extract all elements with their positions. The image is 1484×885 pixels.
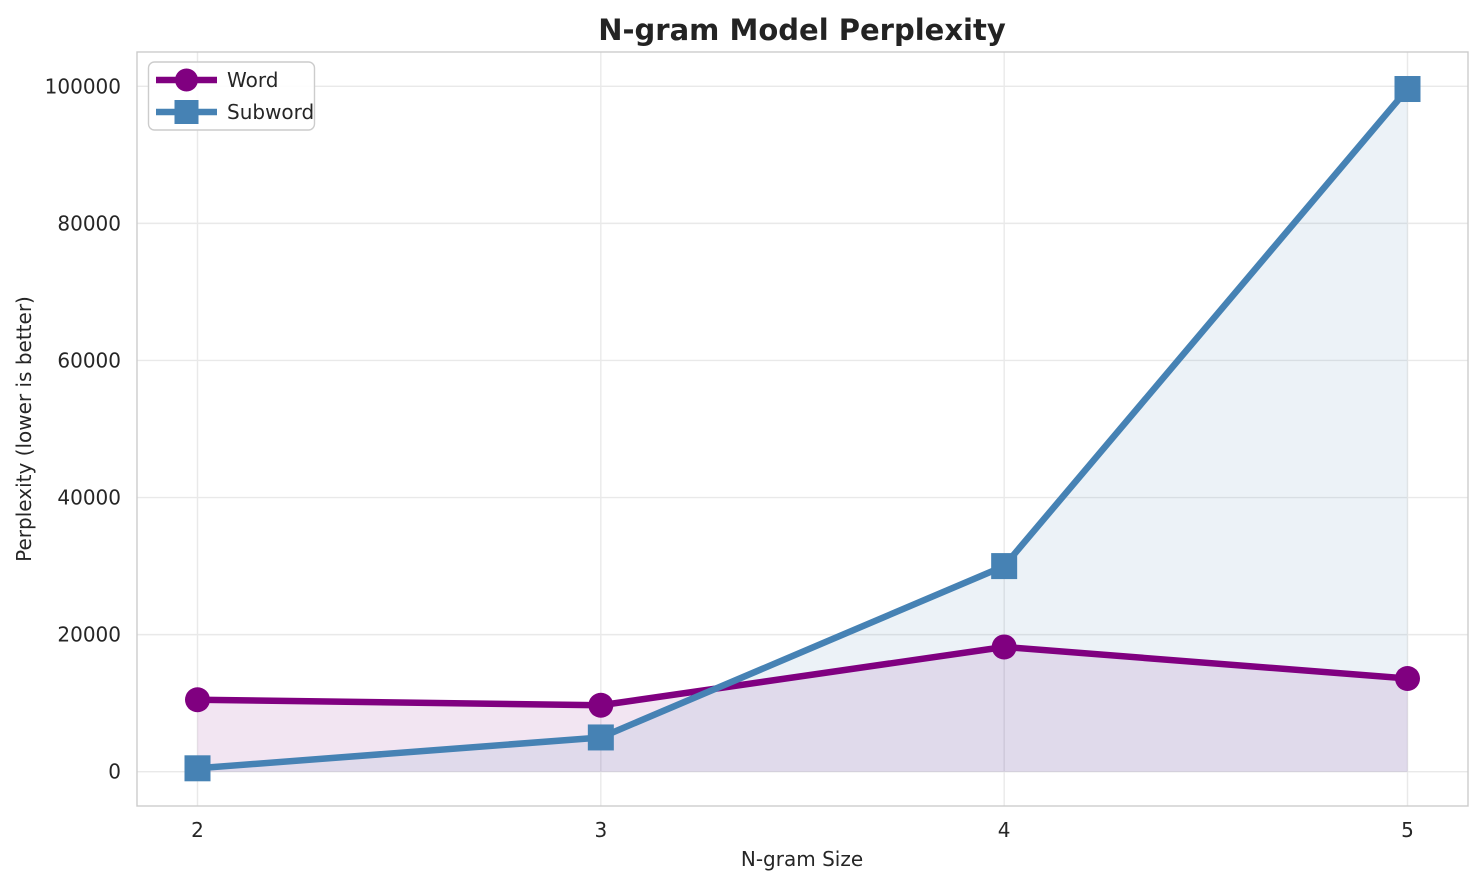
word-line — [194, 643, 1411, 709]
subword-marker-icon — [184, 755, 211, 782]
legend-item-word: Word — [156, 68, 278, 92]
legend-label-word: Word — [227, 68, 278, 92]
subword-line — [194, 85, 1411, 772]
subword-marker-icon — [1394, 76, 1421, 103]
word-marker-icon — [588, 692, 614, 718]
y-tick-label: 100000 — [45, 74, 121, 98]
legend: Word Subword — [147, 61, 316, 131]
chart-title: N-gram Model Perplexity — [598, 13, 1006, 47]
subword-area — [197, 89, 1408, 772]
x-tick-label: 5 — [1401, 818, 1414, 842]
word-marker-icon — [185, 687, 210, 713]
word-marker-icon — [991, 634, 1017, 660]
legend-label-subword: Subword — [227, 100, 314, 124]
plot-area — [137, 52, 1468, 806]
x-tick-label: 3 — [594, 818, 607, 842]
y-tick-label: 0 — [108, 760, 121, 784]
area-layer — [197, 89, 1408, 772]
tick-layer: 0 20000 40000 60000 80000 100000 2 3 4 5 — [45, 74, 1414, 842]
subword-marker-icon — [991, 553, 1018, 580]
y-tick-label: 40000 — [57, 486, 121, 510]
word-area — [197, 646, 1408, 772]
subword-marker-icon — [587, 724, 614, 751]
x-axis-label: N-gram Size — [741, 847, 863, 871]
subword-marker-icon — [174, 100, 199, 124]
x-tick-label: 4 — [998, 818, 1011, 842]
word-marker-icon — [175, 68, 198, 92]
marker-layer — [184, 76, 1421, 782]
plot-border — [136, 51, 1469, 807]
legend-item-subword: Subword — [156, 100, 314, 124]
line-layer — [194, 85, 1411, 772]
y-tick-label: 80000 — [57, 211, 121, 235]
x-tick-label: 2 — [191, 818, 204, 842]
word-marker-icon — [1395, 666, 1420, 692]
y-tick-label: 60000 — [57, 348, 121, 372]
y-tick-label: 20000 — [57, 623, 121, 647]
y-axis-label: Perplexity (lower is better) — [12, 296, 36, 562]
